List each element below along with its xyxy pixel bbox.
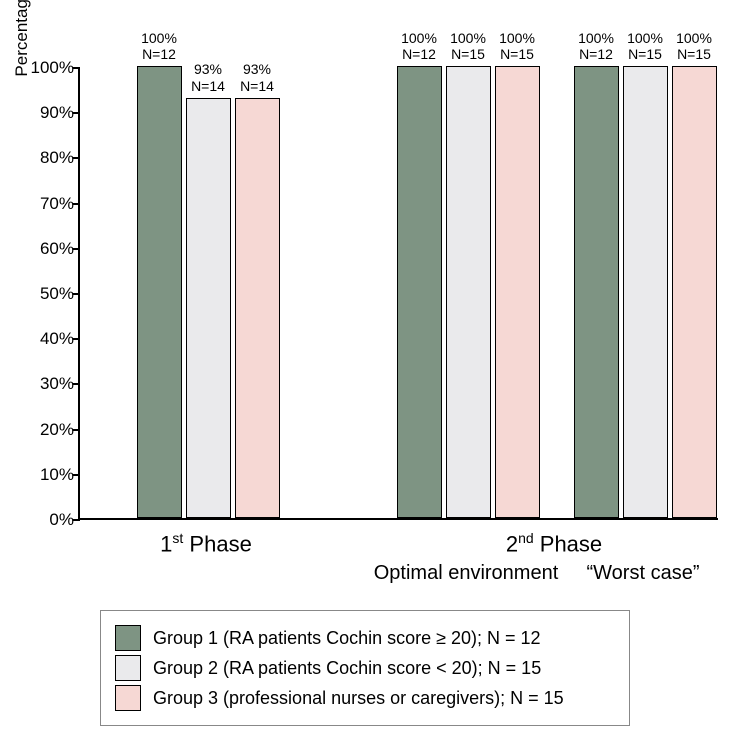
y-tick-mark [73, 248, 80, 250]
y-tick-label: 10% [28, 465, 74, 485]
legend-text: Group 1 (RA patients Cochin score ≥ 20);… [153, 628, 541, 649]
y-tick-label: 100% [28, 58, 74, 78]
bar-group1 [137, 66, 182, 518]
legend-swatch [115, 655, 141, 681]
legend-swatch [115, 685, 141, 711]
y-tick-label: 80% [28, 148, 74, 168]
y-tick-label: 90% [28, 103, 74, 123]
bar-value-label: 100%N=12 [129, 30, 189, 62]
bar-value-label: 100%N=15 [664, 30, 724, 62]
y-tick-label: 40% [28, 329, 74, 349]
bar-group3 [235, 98, 280, 518]
y-tick-mark [73, 474, 80, 476]
bar-group1 [574, 66, 619, 518]
y-tick-mark [73, 112, 80, 114]
bar-group3 [495, 66, 540, 518]
bar-value-label: 100%N=15 [487, 30, 547, 62]
bar-group2 [186, 98, 231, 518]
legend-text: Group 2 (RA patients Cochin score < 20);… [153, 658, 541, 679]
y-tick-mark [73, 429, 80, 431]
legend-item: Group 1 (RA patients Cochin score ≥ 20);… [115, 625, 615, 651]
bar-group1 [397, 66, 442, 518]
bar-group2 [623, 66, 668, 518]
bar-group3 [672, 66, 717, 518]
legend-item: Group 2 (RA patients Cochin score < 20);… [115, 655, 615, 681]
legend-item: Group 3 (professional nurses or caregive… [115, 685, 615, 711]
y-tick-label: 70% [28, 194, 74, 214]
x-label-phase2: 2nd Phase [506, 530, 602, 557]
y-tick-mark [73, 338, 80, 340]
y-tick-label: 50% [28, 284, 74, 304]
x-sublabel: Optimal environment [374, 562, 559, 585]
chart-area: 0%10%20%30%40%50%60%70%80%90%100%100%N=1… [78, 10, 718, 520]
y-tick-label: 20% [28, 420, 74, 440]
x-label-phase1: 1st Phase [160, 530, 252, 557]
legend-text: Group 3 (professional nurses or caregive… [153, 688, 564, 709]
chart-container: Percentage of subjects achieving ≥ 75% o… [0, 0, 737, 733]
bar-value-label: 93%N=14 [227, 61, 287, 93]
legend: Group 1 (RA patients Cochin score ≥ 20);… [100, 610, 630, 726]
x-sublabel: “Worst case” [587, 562, 700, 585]
y-tick-mark [73, 519, 80, 521]
y-tick-mark [73, 203, 80, 205]
legend-swatch [115, 625, 141, 651]
bar-group2 [446, 66, 491, 518]
y-tick-label: 30% [28, 374, 74, 394]
y-tick-label: 0% [28, 510, 74, 530]
y-tick-mark [73, 67, 80, 69]
plot-area: 0%10%20%30%40%50%60%70%80%90%100%100%N=1… [78, 68, 718, 520]
y-tick-mark [73, 383, 80, 385]
y-tick-mark [73, 293, 80, 295]
y-tick-label: 60% [28, 239, 74, 259]
y-tick-mark [73, 157, 80, 159]
